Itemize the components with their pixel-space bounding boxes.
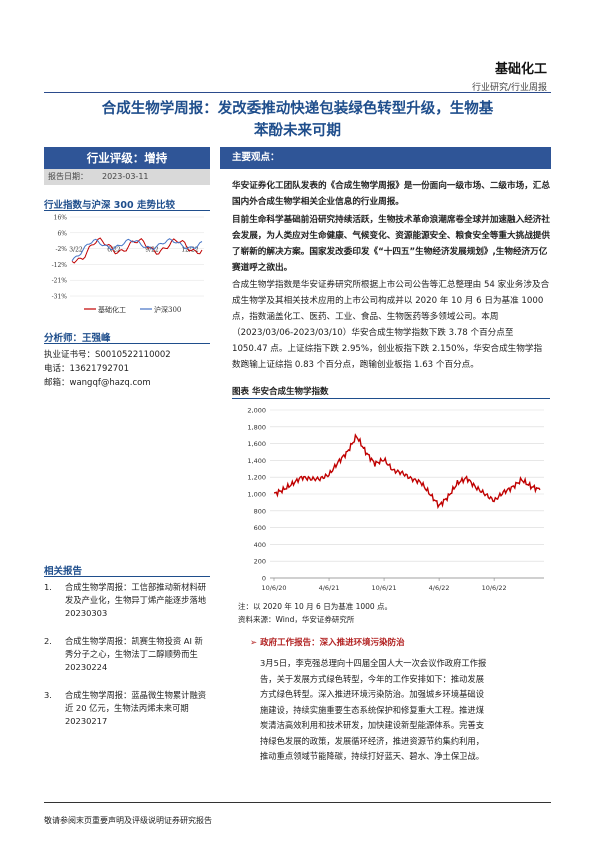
- y-tick-label: 16%: [54, 215, 68, 222]
- header-divider: [44, 92, 551, 93]
- y-tick-label: 800: [254, 507, 266, 515]
- policy-paragraph: 3月5日，李克强总理向十四届全国人大一次会议作政府工作报告，关于发展方式绿色转型…: [260, 658, 487, 761]
- y-tick-label: -12%: [52, 262, 68, 269]
- y-tick-label: -21%: [52, 278, 68, 285]
- main-points-label: 主要观点：: [232, 152, 280, 163]
- figure-source: 资料来源：Wind，华安证券研究所: [238, 615, 355, 624]
- industry-rating: 行业评级：增持: [44, 147, 210, 169]
- y-tick-label: 1,400: [247, 457, 266, 465]
- background-paragraph: 目前生命科学基础前沿研究持续活跃，生物技术革命浪潮席卷全球并加速融入经济社会发展…: [232, 215, 550, 273]
- related-report-title: 合成生物学周报：工信部推动新材料研发及产业化，生物异丁烯产能逐步落地 20230…: [65, 582, 207, 618]
- section-divider: [44, 576, 210, 577]
- item-number: 2.: [44, 636, 52, 646]
- industry-name: 基础化工: [494, 62, 547, 77]
- title-line-1: 合成生物学周报：发改委推动快递包装绿色转型升级，生物基: [101, 101, 494, 117]
- report-date-label: 报告日期：: [48, 172, 88, 181]
- section-divider: [44, 343, 210, 344]
- item-number: 1.: [44, 582, 52, 592]
- y-tick-label: 1,600: [247, 440, 266, 448]
- x-tick-label: 10/6/20: [261, 584, 286, 592]
- analyst-cert: 执业证书号：S0010522110002: [44, 350, 171, 360]
- x-tick-label: 9/22: [145, 246, 159, 253]
- related-report-item[interactable]: 1. 合成生物学周报：工信部推动新材料研发及产业化，生物异丁烯产能逐步落地 20…: [44, 581, 210, 620]
- related-report-item[interactable]: 2. 合成生物学周报：凯赛生物投资 AI 新秀分子之心，生物法丁二醇顺势而生 2…: [44, 635, 210, 674]
- footer-divider: [44, 802, 551, 803]
- policy-section-title: ➢ 政府工作报告：深入推进环境污染防治: [250, 638, 405, 648]
- y-tick-label: 1,000: [247, 491, 266, 499]
- x-tick-label: 10/6/22: [482, 584, 507, 592]
- related-reports-heading: 相关报告: [44, 566, 83, 577]
- x-tick-label: 4/6/21: [319, 584, 340, 592]
- y-tick-label: 600: [254, 524, 266, 532]
- y-tick-label: -31%: [52, 294, 68, 301]
- x-tick-label: 10/6/21: [372, 584, 397, 592]
- x-tick-label: 4/6/22: [429, 584, 450, 592]
- x-tick-label: 12/22: [181, 246, 198, 253]
- series-line-synbio-index: [274, 433, 541, 510]
- page-title: 合成生物学周报：发改委推动快递包装绿色转型升级，生物基 苯酚未来可期: [44, 98, 551, 142]
- figure-title: 图表 华安合成生物学指数: [232, 387, 329, 397]
- y-tick-label: 0: [262, 575, 266, 583]
- figure-note: 注：以 2020 年 10 月 6 日为基准 1000 点。: [238, 602, 393, 611]
- synbio-index-chart: 0 200 400 600 800 1,000 1,200 1,400 1,600 1,800 2,…: [247, 407, 544, 592]
- y-tick-label: 6%: [57, 230, 67, 237]
- report-date: 2023-03-11: [102, 172, 149, 181]
- analyst-phone: 电话：13621792701: [44, 364, 129, 374]
- analyst-email[interactable]: 邮箱：wangqf@hazq.com: [44, 378, 151, 388]
- y-tick-label: 400: [254, 541, 266, 549]
- analyst-heading: 分析师：王强峰: [44, 333, 111, 344]
- y-tick-label: 200: [254, 558, 266, 566]
- footer-disclaimer: 敬请参阅末页重要声明及评级说明证券研究报告: [44, 816, 212, 825]
- section-divider: [44, 210, 210, 211]
- report-type: 行业研究/行业周报: [471, 83, 547, 93]
- y-tick-label: -2%: [55, 246, 67, 253]
- related-report-item[interactable]: 3. 合成生物学周报：蓝晶微生物累计融资近 20 亿元，生物法丙烯未来可期 20…: [44, 689, 210, 728]
- y-tick-label: 1,800: [247, 423, 266, 431]
- main-points-heading: 主要观点：: [220, 147, 551, 169]
- related-report-title: 合成生物学周报：蓝晶微生物累计融资近 20 亿元，生物法丙烯未来可期 20230…: [65, 690, 207, 726]
- y-tick-label: 1,200: [247, 474, 266, 482]
- series-line-basic-chemicals: [71, 237, 203, 264]
- x-tick-label: 3/22: [69, 246, 83, 253]
- legend-label: 沪深300: [154, 305, 181, 314]
- legend-label: 基础化工: [98, 305, 126, 314]
- intro-paragraph: 华安证券化工团队发表的《合成生物学周报》是一份面向一级市场、二级市场，汇总国内外…: [232, 181, 550, 207]
- related-report-title: 合成生物学周报：凯赛生物投资 AI 新秀分子之心，生物法丁二醇顺势而生 2023…: [65, 636, 203, 672]
- series-line-csi300: [71, 238, 203, 262]
- item-number: 3.: [44, 690, 52, 700]
- report-date-bar: 报告日期： 2023-03-11: [44, 169, 210, 185]
- figure-divider: [232, 398, 550, 399]
- title-line-2: 苯酚未来可期: [254, 123, 341, 139]
- index-paragraph: 合成生物学指数是华安证券研究所根据上市公司公告等汇总整理由 54 家业务涉及合成…: [232, 280, 550, 370]
- index-comparison-chart: 16% 6% -2% -12% -21% -31% 3/22 6/22 9/22 12/22 基…: [52, 215, 204, 314]
- index-chart-heading: 行业指数与沪深 300 走势比较: [44, 200, 175, 211]
- x-tick-label: 6/22: [107, 246, 121, 253]
- y-tick-label: 2,000: [247, 407, 266, 415]
